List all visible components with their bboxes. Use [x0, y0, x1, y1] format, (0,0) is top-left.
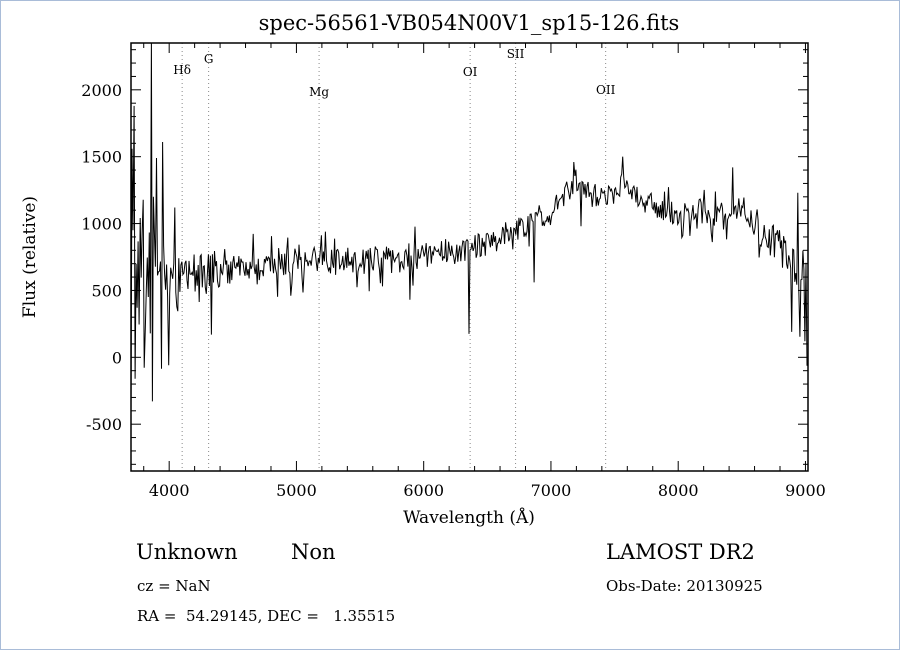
x-axis-label: Wavelength (Å) — [403, 507, 535, 528]
svg-text:9000: 9000 — [785, 481, 826, 500]
survey-label: LAMOST DR2 — [606, 540, 755, 564]
spectral-line-markers: Hδ G Mg OI SII OII — [173, 43, 616, 471]
spectrum-trace — [131, 43, 808, 412]
svg-text:6000: 6000 — [403, 481, 444, 500]
svg-text:2000: 2000 — [81, 81, 122, 100]
svg-text:0: 0 — [112, 348, 122, 367]
svg-text:5000: 5000 — [276, 481, 317, 500]
chart-title: spec-56561-VB054N00V1_sp15-126.fits — [259, 11, 680, 35]
svg-text:OII: OII — [596, 83, 616, 97]
svg-text:1500: 1500 — [81, 148, 122, 167]
svg-text:SII: SII — [507, 47, 525, 61]
class-label: Unknown — [136, 540, 238, 564]
cz-value: cz = NaN — [137, 577, 211, 595]
plot-frame — [130, 42, 809, 472]
svg-text:4000: 4000 — [149, 481, 190, 500]
y-ticks: -500 0 500 1000 1500 2000 — [81, 49, 808, 465]
svg-text:-500: -500 — [86, 415, 122, 434]
svg-text:7000: 7000 — [531, 481, 572, 500]
obs-date: Obs-Date: 20130925 — [606, 577, 763, 595]
svg-text:8000: 8000 — [658, 481, 699, 500]
spectrum-chart: spec-56561-VB054N00V1_sp15-126.fits Wave… — [20, 11, 826, 528]
subclass-label: Non — [291, 540, 336, 564]
ra-dec: RA = 54.29145, DEC = 1.35515 — [137, 607, 396, 625]
svg-text:Hδ: Hδ — [173, 63, 191, 77]
y-axis-label: Flux (relative) — [20, 196, 40, 318]
svg-text:1000: 1000 — [81, 215, 122, 234]
svg-text:500: 500 — [91, 281, 122, 300]
svg-text:Mg: Mg — [309, 85, 329, 99]
svg-text:OI: OI — [463, 65, 478, 79]
svg-text:G: G — [204, 52, 214, 66]
x-ticks: 4000 5000 6000 7000 8000 9000 — [143, 43, 826, 500]
